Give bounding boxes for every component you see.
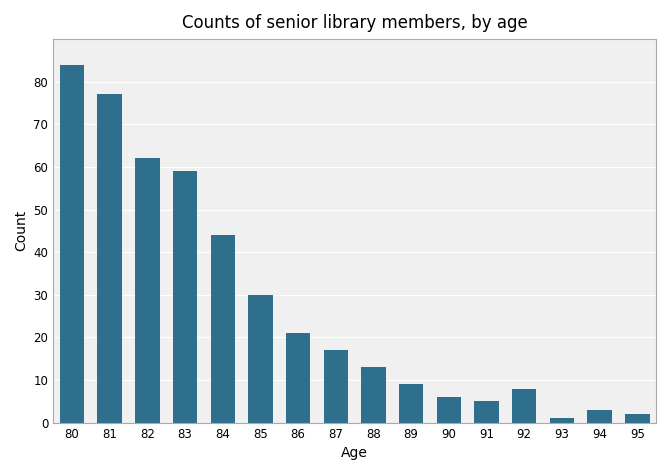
Bar [286,333,310,423]
Bar [588,410,612,423]
Bar [625,414,649,423]
Bar [549,419,574,423]
Bar [512,389,537,423]
Bar [210,235,235,423]
Bar [60,64,84,423]
Bar [437,397,461,423]
Bar [399,384,423,423]
Bar [361,367,386,423]
X-axis label: Age: Age [341,446,368,460]
Bar [474,401,498,423]
Title: Counts of senior library members, by age: Counts of senior library members, by age [182,14,527,32]
Bar [135,158,159,423]
Y-axis label: Count: Count [14,210,28,252]
Bar [173,171,198,423]
Bar [324,350,348,423]
Bar [97,94,122,423]
Bar [248,295,273,423]
